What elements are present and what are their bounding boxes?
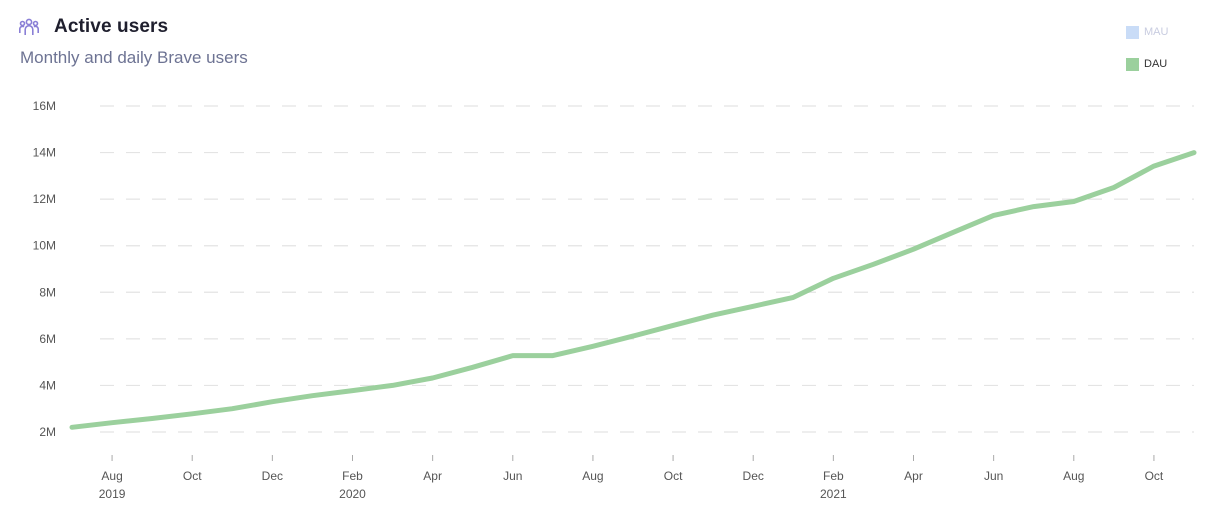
data-point-dau[interactable]	[1032, 205, 1036, 209]
x-tick-label: Oct	[1145, 469, 1164, 483]
y-tick-label: 8M	[39, 285, 56, 299]
data-point-dau[interactable]	[1072, 200, 1076, 204]
data-point-dau[interactable]	[110, 421, 114, 425]
y-tick-label: 6M	[39, 332, 56, 346]
y-tick-label: 2M	[39, 425, 56, 439]
data-point-dau[interactable]	[912, 247, 916, 251]
data-point-dau[interactable]	[310, 394, 314, 398]
x-tick-label: Jun	[984, 469, 1003, 483]
data-point-dau[interactable]	[471, 365, 475, 369]
y-axis: 2M 4M 6M 8M 10M 12M 14M 16M	[33, 99, 56, 439]
data-point-dau[interactable]	[511, 354, 515, 358]
legend-label-dau: DAU	[1144, 58, 1168, 70]
data-point-dau[interactable]	[270, 400, 274, 404]
data-point-dau[interactable]	[831, 276, 835, 280]
users-icon	[18, 16, 40, 38]
page-title: Active users	[54, 16, 169, 37]
x-tick-label: Jun	[503, 469, 522, 483]
data-point-dau[interactable]	[190, 412, 194, 416]
chart-subtitle: Monthly and daily Brave users	[20, 48, 248, 67]
data-point-dau[interactable]	[230, 407, 234, 411]
x-tick-label: Oct	[664, 469, 683, 483]
x-tick-label: Feb	[823, 469, 844, 483]
data-point-dau[interactable]	[70, 425, 74, 429]
chart-header: Active users Monthly and daily Brave use…	[18, 16, 248, 68]
series-line-dau[interactable]	[69, 150, 1197, 430]
x-tick-label: Oct	[183, 469, 202, 483]
grid-layer	[100, 105, 1194, 433]
x-tick-label: Apr	[423, 469, 442, 483]
y-tick-label: 4M	[39, 378, 56, 392]
x-tick-label: Apr	[904, 469, 923, 483]
data-point-dau[interactable]	[751, 304, 755, 308]
legend: MAU DAU	[1126, 24, 1168, 88]
data-point-dau[interactable]	[1152, 164, 1156, 168]
data-point-dau[interactable]	[551, 354, 555, 358]
data-point-dau[interactable]	[591, 344, 595, 348]
x-tick-label: Aug	[1063, 469, 1084, 483]
data-point-dau[interactable]	[992, 213, 996, 217]
data-point-dau[interactable]	[391, 383, 395, 387]
y-tick-label: 10M	[33, 239, 56, 253]
data-point-dau[interactable]	[150, 417, 154, 421]
data-point-dau[interactable]	[431, 376, 435, 380]
x-tick-label: Dec	[743, 469, 764, 483]
title-row: Active users	[18, 16, 248, 38]
data-point-dau[interactable]	[871, 262, 875, 266]
data-point-dau[interactable]	[952, 230, 956, 234]
x-tick-year-label: 2019	[99, 487, 126, 501]
data-point-dau[interactable]	[711, 313, 715, 317]
x-axis: Aug 2019 Oct Dec Feb 2020 Apr Jun Aug Oct Dec Feb 20…	[99, 455, 1164, 501]
x-tick-year-label: 2020	[339, 487, 366, 501]
legend-item-dau[interactable]: DAU	[1126, 56, 1168, 72]
x-tick-year-label: 2021	[820, 487, 847, 501]
data-point-dau[interactable]	[351, 389, 355, 393]
data-point-dau[interactable]	[791, 295, 795, 299]
y-tick-label: 16M	[33, 99, 56, 113]
x-tick-label: Aug	[101, 469, 122, 483]
x-tick-label: Aug	[582, 469, 603, 483]
data-point-dau[interactable]	[1112, 186, 1116, 190]
legend-label-mau: MAU	[1144, 26, 1169, 38]
legend-item-mau[interactable]: MAU	[1126, 24, 1168, 40]
legend-swatch-dau	[1126, 57, 1139, 71]
y-tick-label: 14M	[33, 146, 56, 160]
data-point-dau[interactable]	[631, 334, 635, 338]
series-layer	[69, 150, 1197, 430]
legend-swatch-mau	[1126, 25, 1139, 39]
x-tick-label: Feb	[342, 469, 363, 483]
x-tick-label: Dec	[262, 469, 283, 483]
data-point-dau[interactable]	[671, 323, 675, 327]
y-tick-label: 12M	[33, 192, 56, 206]
data-point-dau[interactable]	[1192, 151, 1196, 155]
